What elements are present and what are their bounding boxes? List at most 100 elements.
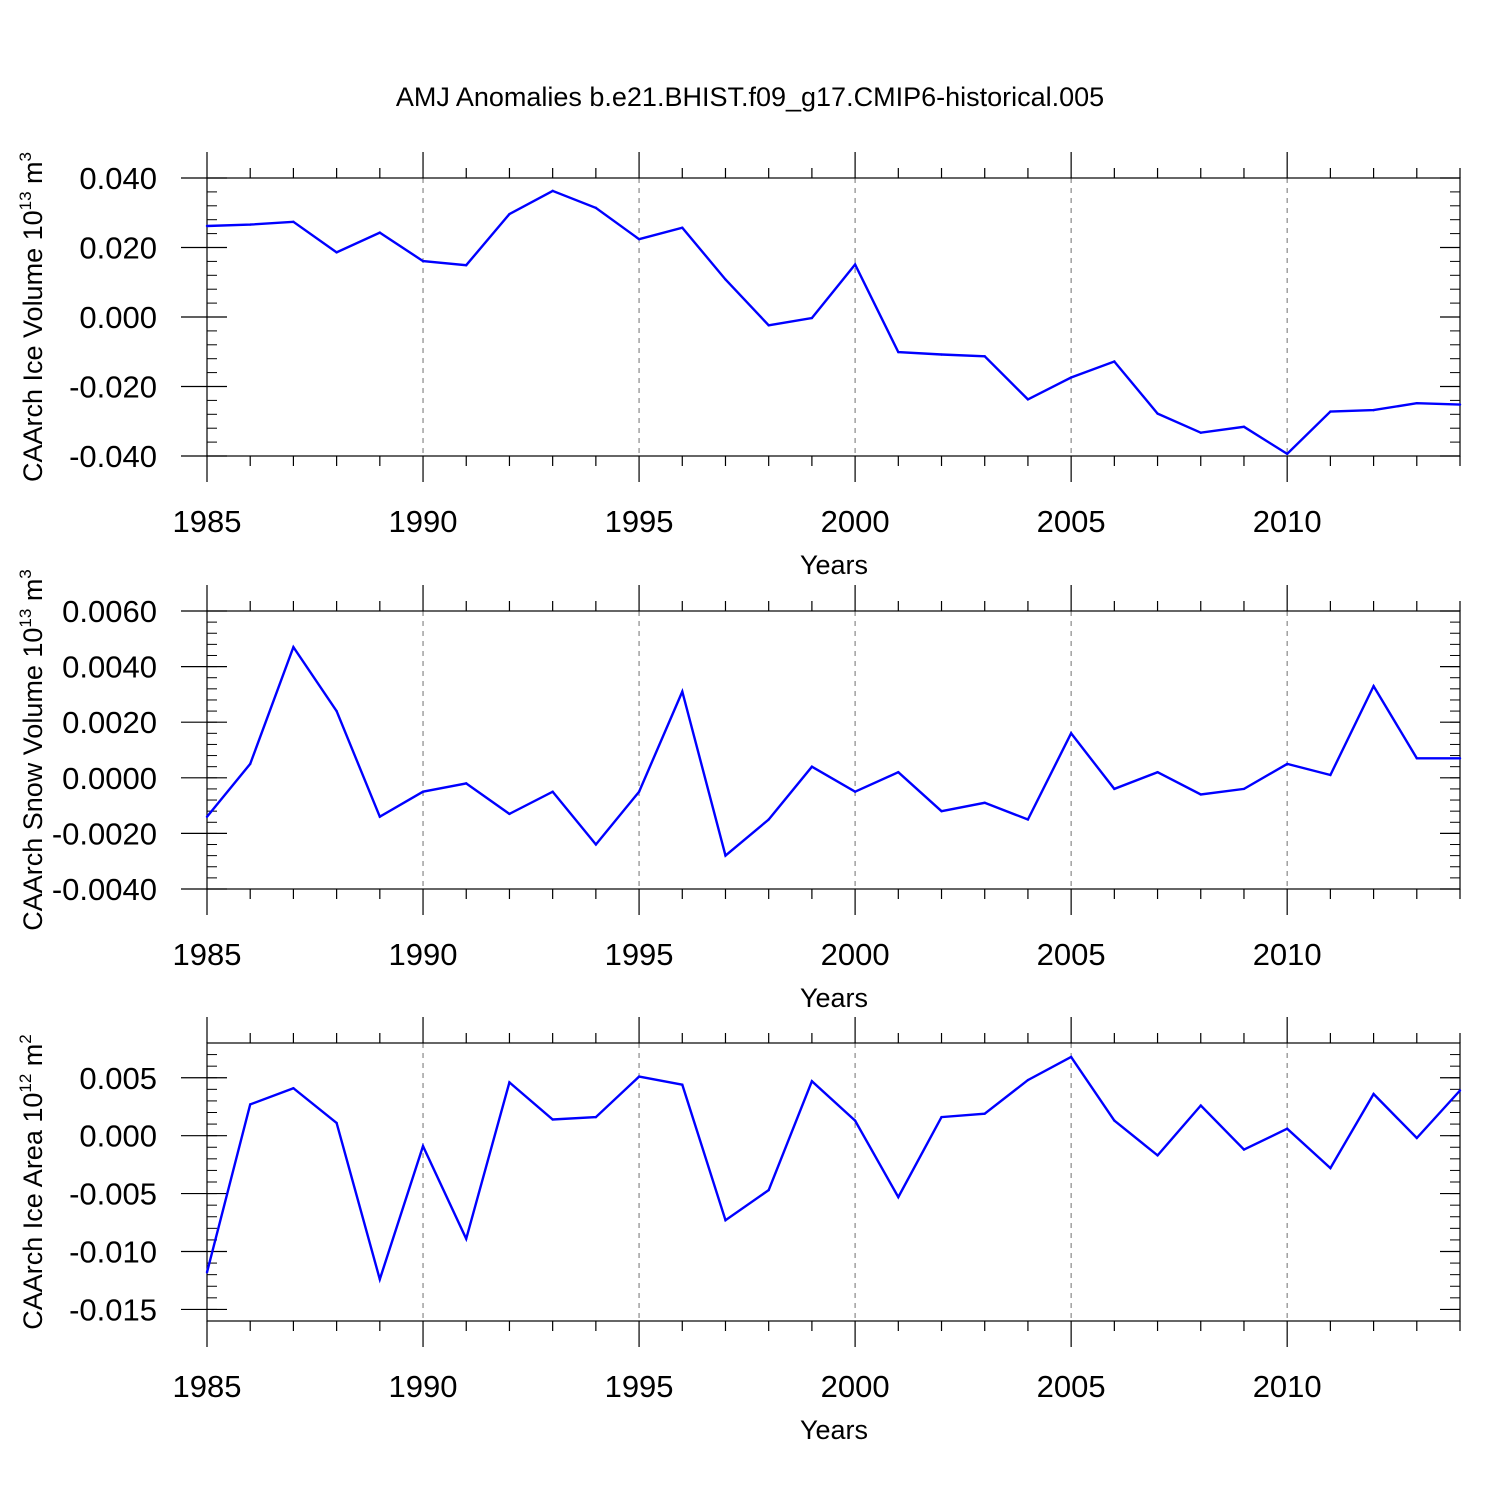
series-line	[206, 189, 1461, 456]
data-point	[983, 355, 986, 358]
data-point	[940, 1115, 943, 1119]
y-tick-label: -0.015	[69, 1292, 157, 1327]
panel-2: -0.0040 -0.0020 0.0000 0.0020 0.0040 0.0060 19…	[16, 569, 1462, 1013]
data-point	[1156, 771, 1159, 774]
data-point	[724, 278, 727, 281]
x-tick-label: 2005	[1037, 1369, 1106, 1404]
data-point	[594, 206, 598, 210]
x-tick-label: 2000	[821, 937, 890, 972]
y-axis-title-exponent: 13	[16, 191, 35, 210]
data-point	[1458, 403, 1462, 406]
data-point	[551, 189, 554, 193]
data-point	[1156, 412, 1159, 415]
data-point	[1199, 1104, 1202, 1107]
y-axis-title-main: CAArch Ice Volume 10	[18, 210, 48, 482]
y-tick-label: -0.005	[69, 1177, 157, 1212]
data-point	[551, 1118, 554, 1121]
data-point	[767, 1188, 770, 1192]
data-point	[205, 1271, 209, 1274]
y-axis-title-unit: m	[18, 1044, 48, 1074]
data-point	[292, 1086, 295, 1090]
data-point	[335, 251, 338, 254]
x-tick-label: 2000	[821, 1369, 890, 1404]
plot-frame	[206, 1042, 1461, 1322]
data-point	[810, 316, 814, 320]
data-point	[681, 226, 684, 229]
data-point	[983, 1112, 986, 1115]
data-point	[335, 709, 338, 713]
data-point	[551, 790, 554, 793]
x-tick-label: 2005	[1037, 504, 1106, 539]
y-axis-title-main: CAArch Snow Volume 10	[18, 628, 48, 931]
x-axis-title: Years	[800, 983, 868, 1013]
data-point	[292, 645, 295, 649]
x-tick-label: 2005	[1037, 937, 1106, 972]
data-point	[1242, 425, 1246, 429]
data-point	[897, 350, 900, 354]
x-tick-label: 1995	[605, 1369, 674, 1404]
data-point	[810, 1080, 814, 1083]
x-tick-label: 2010	[1253, 937, 1322, 972]
data-point	[378, 1278, 382, 1281]
data-point	[1199, 793, 1202, 796]
data-point	[249, 223, 252, 226]
data-point	[465, 264, 468, 267]
x-axis-title: Years	[800, 550, 868, 580]
data-point	[1415, 757, 1418, 760]
data-point	[292, 220, 295, 223]
data-point	[637, 790, 641, 793]
data-point	[1285, 1127, 1289, 1130]
data-point	[767, 818, 770, 821]
data-point	[681, 690, 684, 693]
data-point	[594, 1115, 598, 1119]
data-point	[1026, 398, 1030, 401]
data-point	[421, 790, 425, 793]
y-axis-title: CAArch Ice Volume 1013 m3	[16, 152, 48, 482]
data-point	[1458, 757, 1462, 760]
y-tick-label: -0.0040	[52, 872, 157, 907]
y-tick-label: 0.0060	[62, 594, 157, 629]
data-point	[810, 765, 814, 768]
y-axis-title-unit: m	[18, 579, 48, 609]
data-point	[378, 815, 382, 818]
data-point	[1285, 762, 1289, 766]
data-point	[1069, 376, 1073, 379]
data-point	[421, 259, 425, 263]
y-tick-label: -0.040	[69, 439, 157, 474]
x-tick-label: 2010	[1253, 1369, 1322, 1404]
panel-1: -0.040 -0.020 0.000 0.020 0.040 1985 1990 1995 2…	[16, 152, 1462, 580]
y-tick-label: 0.0040	[62, 650, 157, 685]
data-point	[1069, 1055, 1073, 1059]
y-axis-title-unit-exponent: 3	[16, 569, 35, 578]
y-axis-title-exponent: 12	[16, 1074, 35, 1093]
y-axis-title-unit-exponent: 3	[16, 152, 35, 161]
data-point	[853, 790, 857, 793]
data-point	[1329, 1166, 1332, 1170]
data-point	[1372, 408, 1375, 412]
data-point	[1156, 1154, 1159, 1157]
y-axis-title-unit-exponent: 2	[16, 1034, 35, 1043]
series-line	[205, 1055, 1461, 1284]
data-point	[594, 843, 598, 846]
data-point	[1372, 1092, 1375, 1096]
x-tick-label: 1985	[173, 937, 242, 972]
x-tick-label: 1995	[605, 504, 674, 539]
data-point	[1415, 401, 1418, 405]
x-tick-label: 1985	[173, 504, 242, 539]
data-point	[1242, 1148, 1246, 1151]
plot-frame	[206, 177, 1461, 457]
plot-frame	[206, 610, 1461, 890]
data-point	[1026, 818, 1030, 821]
data-point	[853, 1119, 857, 1122]
data-point	[940, 353, 943, 356]
y-tick-label: 0.000	[79, 300, 157, 335]
data-point	[724, 854, 727, 857]
data-point	[1113, 787, 1116, 791]
y-axis-title-main: CAArch Ice Area 10	[18, 1093, 48, 1330]
y-tick-label: 0.0000	[62, 761, 157, 796]
y-axis-title-exponent: 13	[16, 609, 35, 628]
data-point	[897, 1195, 900, 1199]
data-point	[1069, 732, 1073, 735]
data-point	[1285, 452, 1289, 456]
